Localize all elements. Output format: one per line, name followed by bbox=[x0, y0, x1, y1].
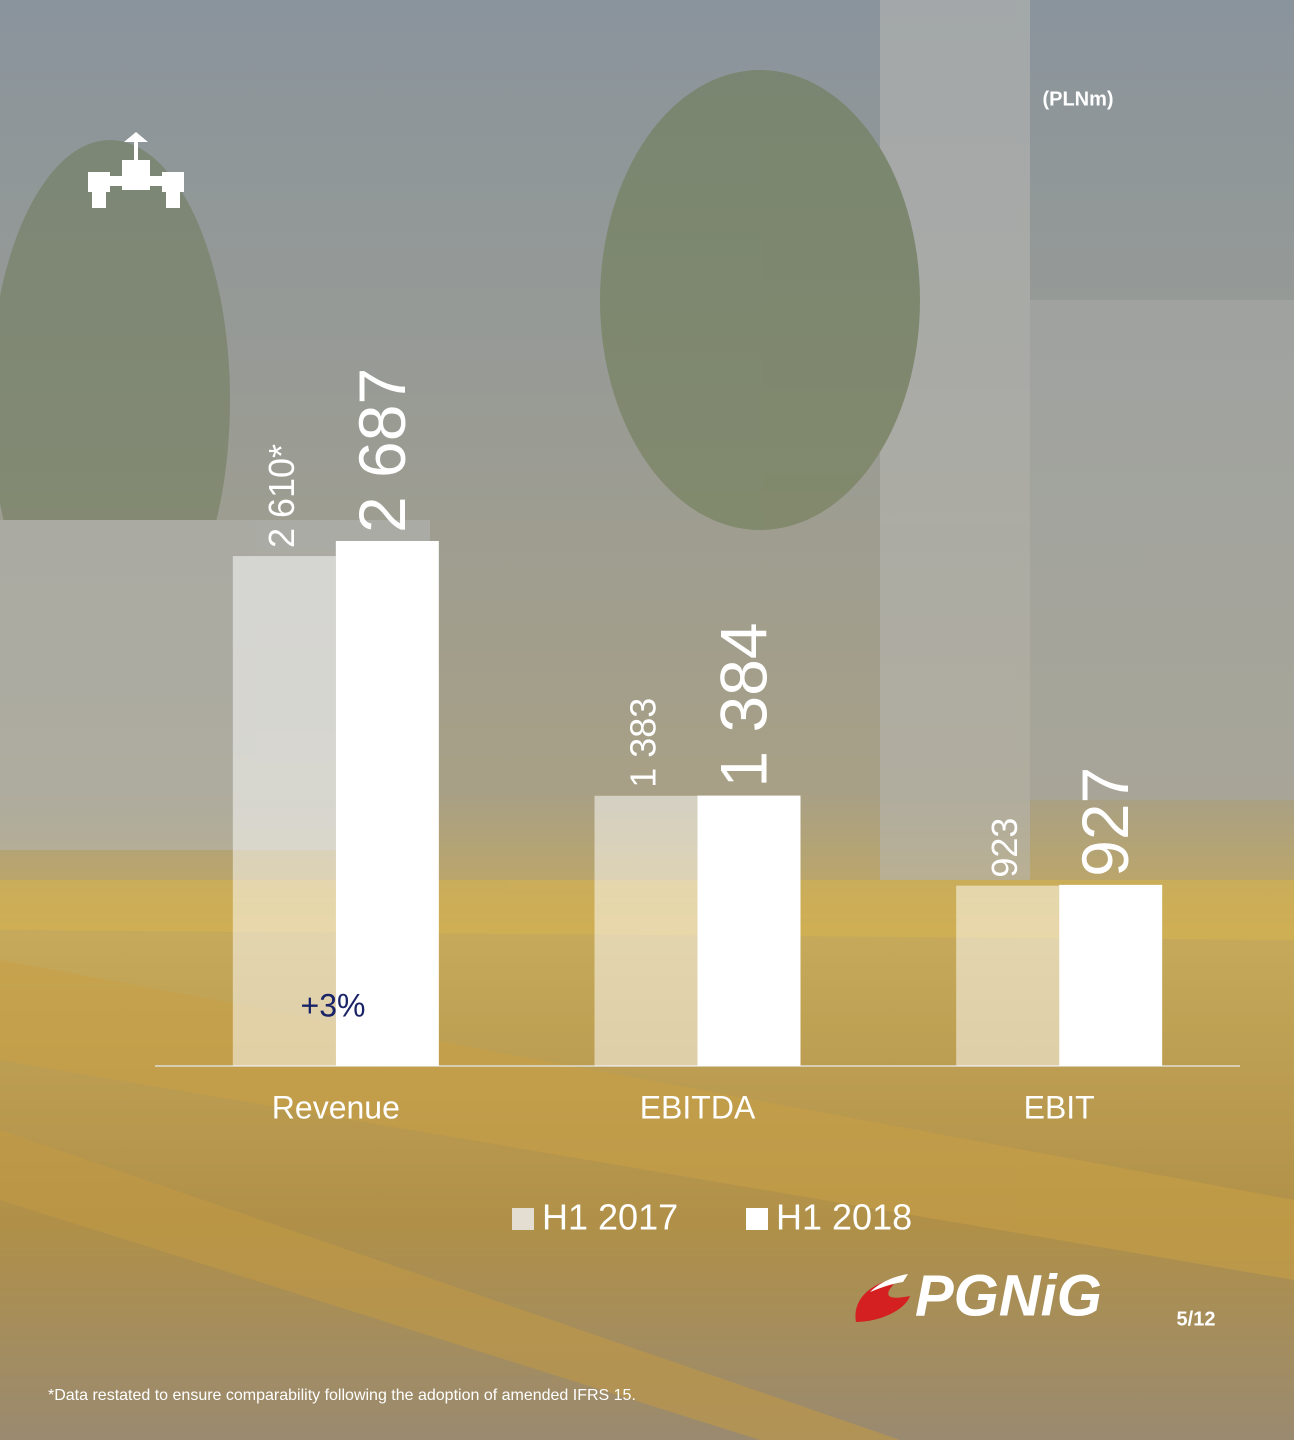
legend-label: H1 2017 bbox=[542, 1197, 678, 1238]
x-tick-label: EBITDA bbox=[640, 1089, 756, 1125]
legend-swatch bbox=[746, 1208, 768, 1230]
value-label: 1 383 bbox=[623, 698, 664, 788]
bar bbox=[1059, 885, 1162, 1066]
x-tick-label: Revenue bbox=[272, 1089, 400, 1125]
value-label: 923 bbox=[984, 818, 1025, 878]
bar bbox=[595, 796, 698, 1066]
value-label: 927 bbox=[1068, 767, 1142, 877]
value-label: 2 610* bbox=[261, 444, 302, 548]
legend-label: H1 2018 bbox=[776, 1197, 912, 1238]
slide: (PLNm) PGNiG 5/12 *Data restated to ensu… bbox=[0, 0, 1294, 1440]
bar bbox=[698, 796, 801, 1066]
bar bbox=[956, 886, 1059, 1066]
x-tick-label: EBIT bbox=[1024, 1089, 1095, 1125]
value-label: 1 384 bbox=[706, 622, 780, 787]
page: (PLNm) PGNiG 5/12 *Data restated to ensu… bbox=[0, 0, 1294, 1440]
footnote: *Data restated to ensure comparability f… bbox=[48, 1387, 636, 1404]
logo-text: PGNiG bbox=[915, 1263, 1102, 1328]
legend-swatch bbox=[512, 1208, 534, 1230]
value-label: 2 687 bbox=[345, 368, 419, 533]
annotation: +3% bbox=[301, 987, 366, 1023]
page-number: 5/12 bbox=[1177, 1308, 1216, 1330]
unit-label: (PLNm) bbox=[1042, 88, 1113, 110]
